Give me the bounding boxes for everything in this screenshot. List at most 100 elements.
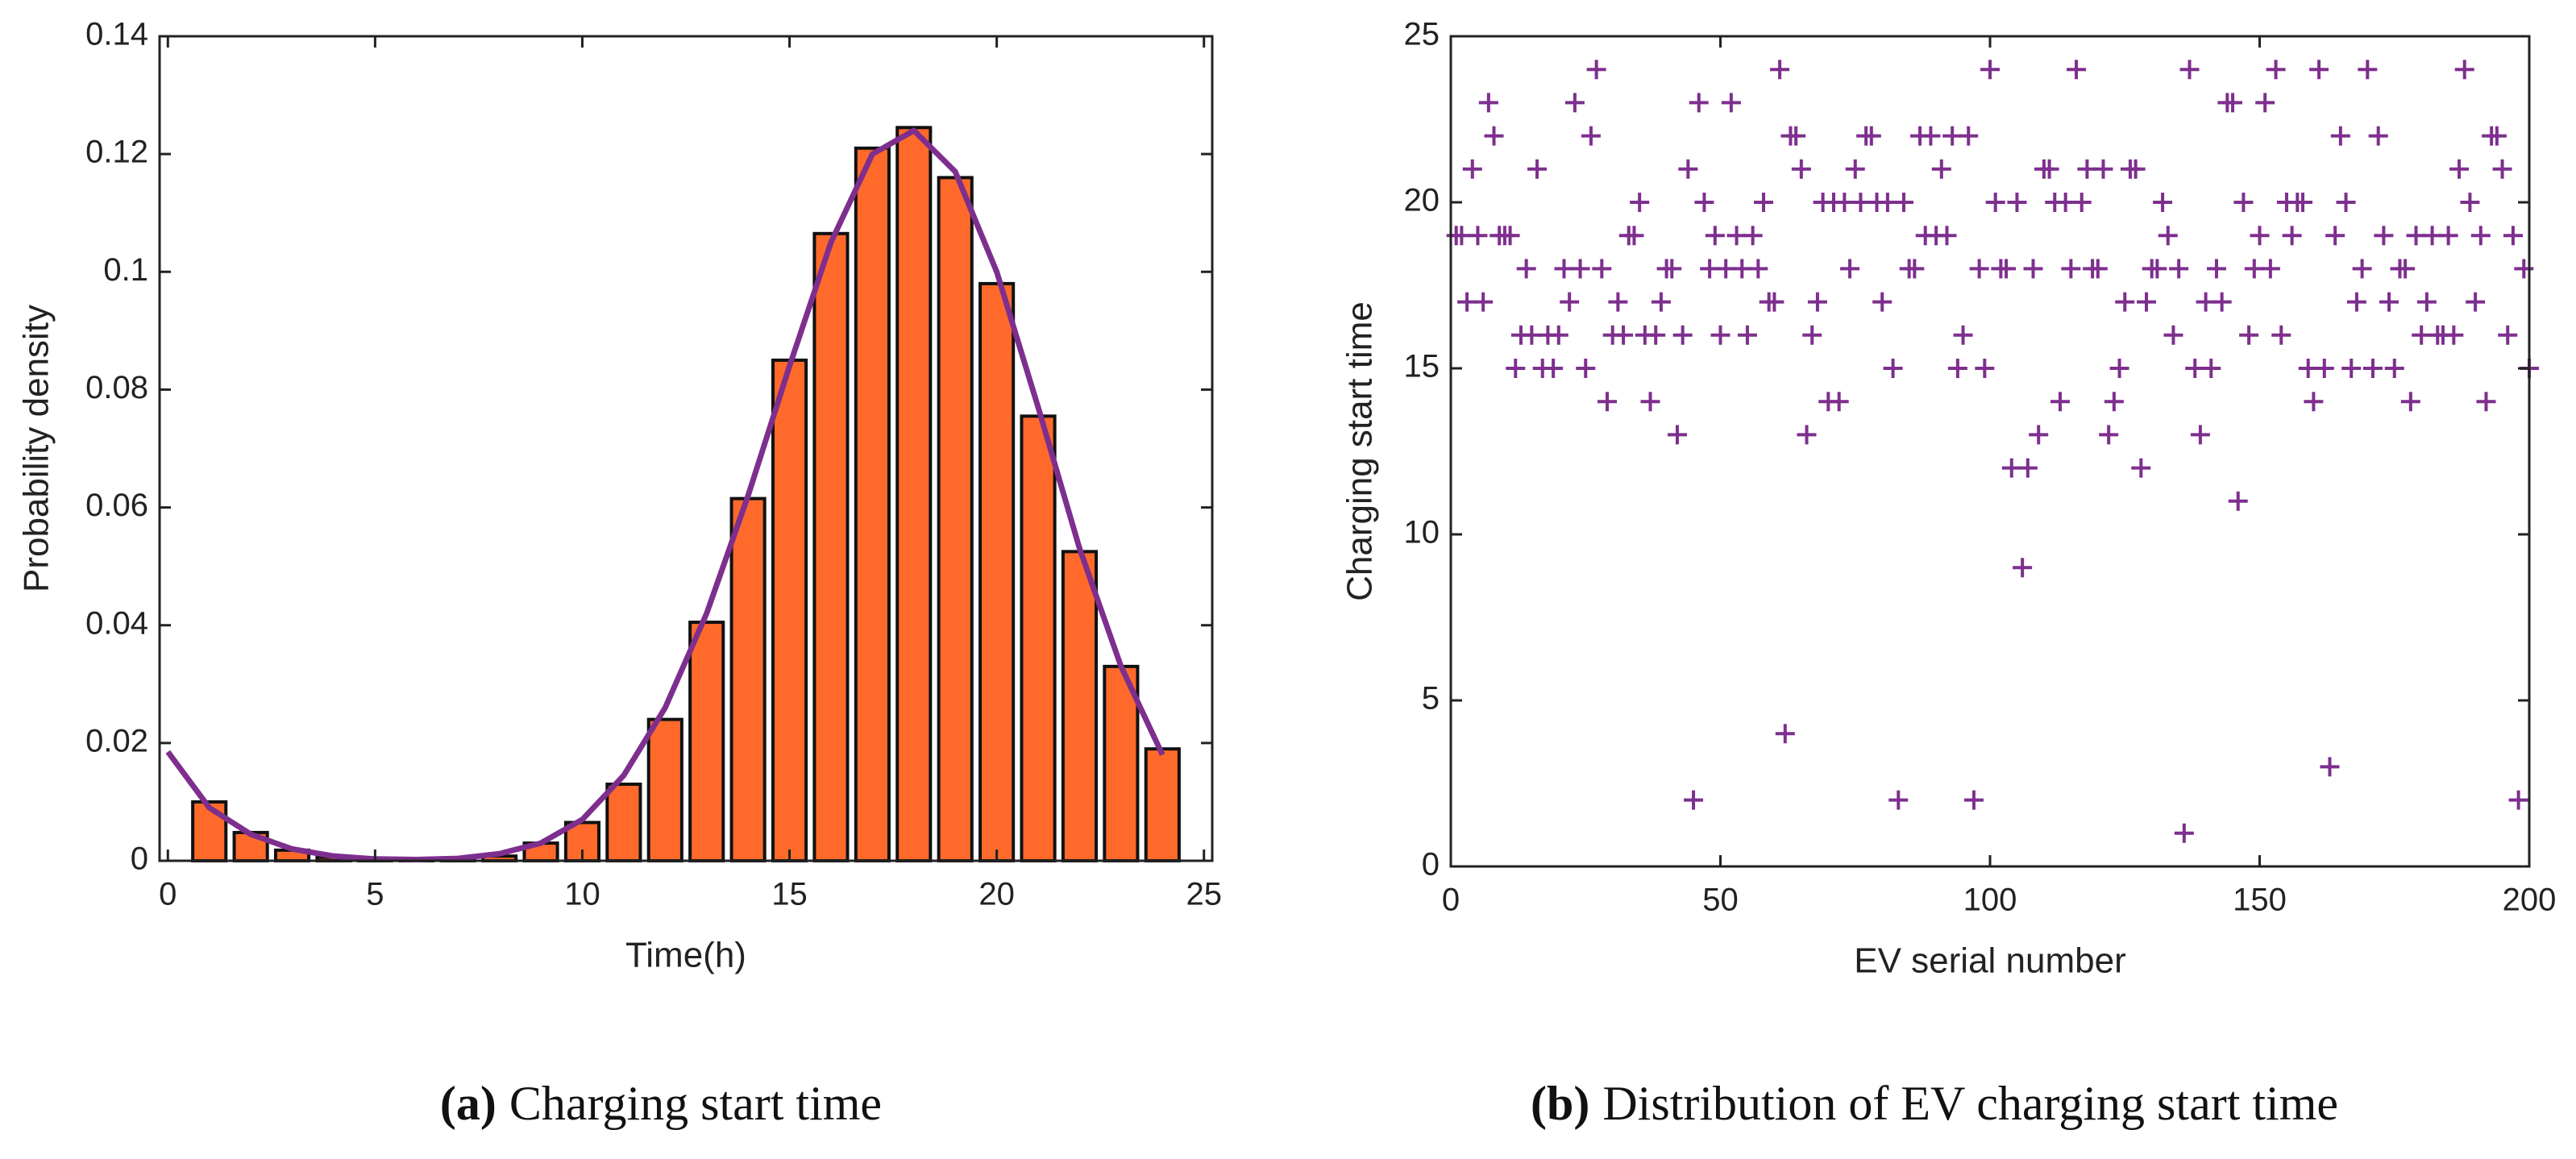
caption: (a) Charging start time	[440, 1077, 882, 1130]
marker	[1775, 724, 1795, 744]
x-tick-label: 10	[564, 877, 600, 912]
bar	[937, 176, 974, 863]
y-tick-label: 0.08	[85, 370, 148, 405]
marker	[2088, 259, 2108, 279]
marker	[1564, 93, 1585, 113]
marker	[1963, 790, 1984, 810]
y-tick-label: 20	[1404, 183, 1440, 218]
marker	[1452, 226, 1472, 246]
marker	[1845, 159, 1865, 179]
marker	[2352, 259, 2372, 279]
marker	[2309, 60, 2329, 80]
marker	[1942, 126, 1963, 146]
caption-text: Charging start time	[509, 1077, 882, 1130]
marker	[2239, 325, 2259, 345]
marker	[2137, 292, 2157, 312]
marker	[1975, 359, 1995, 378]
marker	[2412, 325, 2432, 345]
marker	[2158, 226, 2178, 246]
marker	[2395, 259, 2416, 279]
bar	[729, 496, 767, 862]
marker	[2422, 226, 2442, 246]
marker	[2487, 126, 2507, 146]
marker	[2174, 823, 2194, 843]
marker	[1743, 226, 1763, 246]
marker	[2374, 226, 2394, 246]
marker	[1522, 325, 1542, 345]
axes-box	[1449, 35, 2531, 868]
marker	[1959, 126, 1979, 146]
fit-curve	[165, 127, 1165, 863]
y-tick-label: 0.04	[85, 605, 148, 641]
marker	[2454, 60, 2474, 80]
marker	[1484, 126, 1504, 146]
marker	[2050, 392, 2070, 412]
marker	[1705, 226, 1725, 246]
y-tick-label: 15	[1404, 349, 1440, 384]
marker	[1807, 292, 1827, 312]
marker	[1689, 93, 1709, 113]
marker	[2266, 60, 2286, 80]
marker	[1468, 226, 1488, 246]
marker	[2368, 126, 2388, 146]
marker	[1716, 259, 1736, 279]
x-tick-label: 0	[159, 877, 177, 912]
bar	[688, 621, 725, 863]
marker	[1700, 259, 1720, 279]
marker	[1608, 292, 1628, 312]
bar	[1061, 550, 1099, 862]
y-tick-label: 0	[1422, 847, 1440, 883]
marker	[1581, 126, 1601, 146]
marker	[1516, 259, 1536, 279]
x-axis-label: Time(h)	[625, 936, 746, 975]
marker	[1457, 292, 1477, 312]
marker	[2099, 425, 2119, 445]
marker	[2358, 60, 2378, 80]
marker	[1851, 193, 1871, 212]
marker	[1770, 60, 1790, 80]
marker	[1672, 325, 1693, 345]
marker	[1592, 259, 1612, 279]
marker	[2384, 359, 2404, 378]
x-tick-label: 200	[2503, 883, 2557, 918]
bar	[1103, 664, 1140, 862]
marker	[2293, 193, 2313, 212]
x-tick-label: 150	[2233, 883, 2287, 918]
marker	[1646, 325, 1666, 345]
marker	[2067, 60, 2087, 80]
marker	[2001, 458, 2021, 478]
marker	[2071, 193, 2092, 212]
marker	[2244, 259, 2264, 279]
marker	[2336, 193, 2356, 212]
caption-text: Distribution of EV charging start time	[1602, 1077, 2338, 1130]
marker	[2061, 259, 2081, 279]
marker	[1478, 93, 1498, 113]
marker	[2228, 491, 2248, 511]
marker	[2250, 226, 2270, 246]
marker	[2492, 159, 2512, 179]
bar	[1144, 747, 1181, 863]
marker	[1694, 193, 1714, 212]
marker	[2508, 790, 2528, 810]
y-tick-label: 5	[1422, 681, 1440, 717]
marker	[2206, 259, 2226, 279]
marker	[1598, 392, 1618, 412]
y-tick-label: 0.06	[85, 488, 148, 523]
marker	[1802, 325, 1822, 345]
marker	[1662, 259, 1682, 279]
marker	[1861, 126, 1881, 146]
marker	[2153, 193, 2173, 212]
marker	[1791, 159, 1811, 179]
marker	[1462, 159, 1482, 179]
marker	[1888, 790, 1909, 810]
marker	[2362, 359, 2383, 378]
marker	[1560, 292, 1580, 312]
bar	[854, 146, 891, 863]
marker	[2330, 126, 2350, 146]
marker	[1576, 359, 1596, 378]
marker	[2055, 193, 2075, 212]
marker	[1506, 359, 1526, 378]
marker	[2115, 292, 2135, 312]
x-tick-label: 25	[1186, 877, 1222, 912]
